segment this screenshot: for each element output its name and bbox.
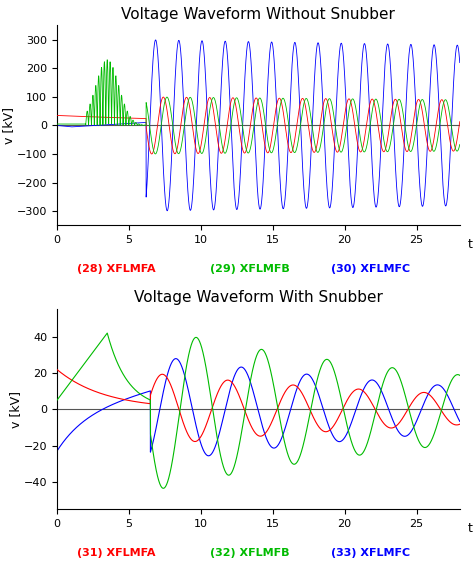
Y-axis label: v [kV]: v [kV] [2, 107, 15, 144]
Text: (32) XFLMFB: (32) XFLMFB [210, 548, 290, 559]
Text: (30) XFLMFC: (30) XFLMFC [331, 264, 410, 275]
Text: (31) XFLMFA: (31) XFLMFA [77, 548, 155, 559]
Y-axis label: v [kV]: v [kV] [9, 391, 22, 428]
Text: t [ms]: t [ms] [468, 237, 474, 250]
Text: (29) XFLMFB: (29) XFLMFB [210, 264, 290, 275]
Text: (28) XFLMFA: (28) XFLMFA [77, 264, 155, 275]
Title: Voltage Waveform With Snubber: Voltage Waveform With Snubber [134, 290, 383, 306]
Title: Voltage Waveform Without Snubber: Voltage Waveform Without Snubber [121, 7, 395, 22]
Text: (33) XFLMFC: (33) XFLMFC [331, 548, 410, 559]
Text: t [ms]: t [ms] [468, 521, 474, 534]
